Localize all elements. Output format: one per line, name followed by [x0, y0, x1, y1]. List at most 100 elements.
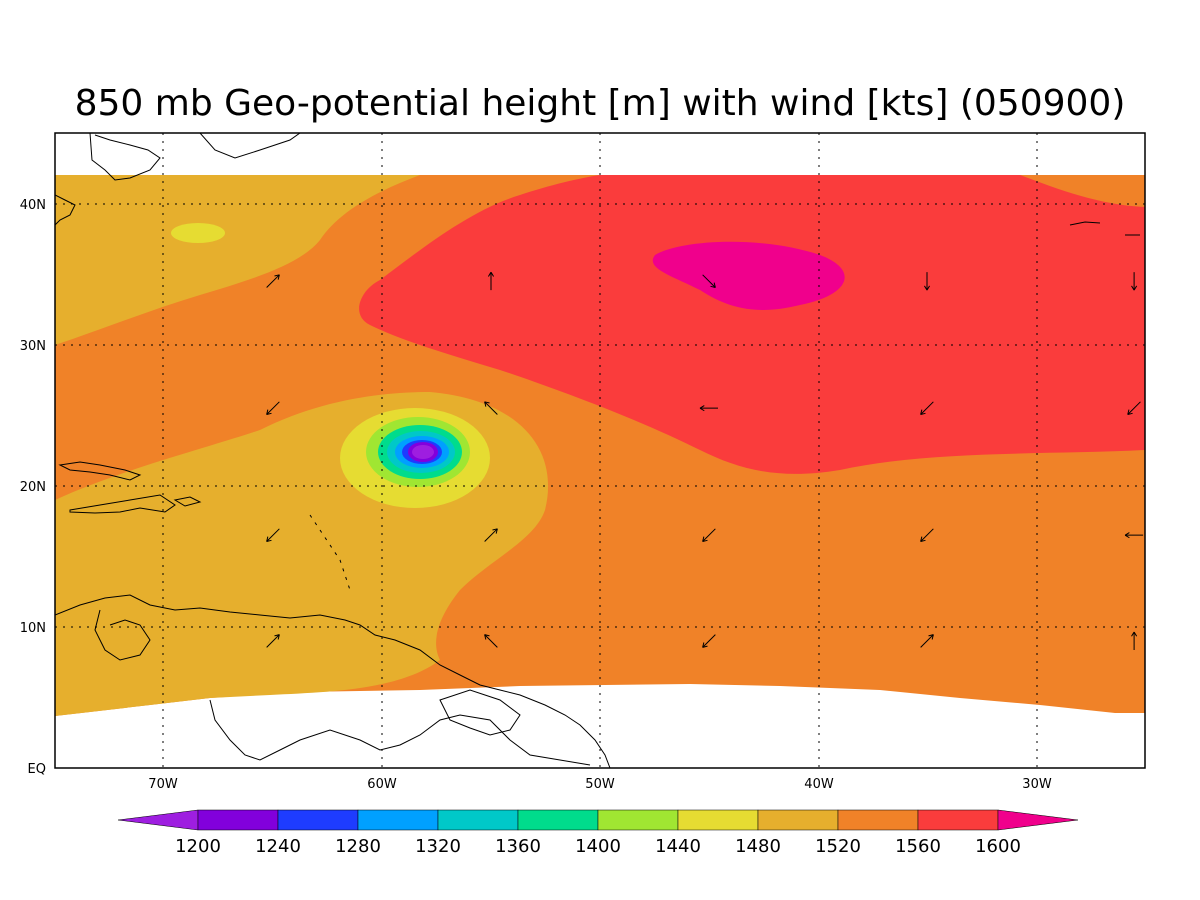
colorbar-swatch	[277, 809, 359, 831]
wind-arrow	[484, 528, 498, 542]
colorbar-swatch	[357, 809, 439, 831]
wind-arrow	[702, 528, 716, 543]
wind-arrow-shaft	[920, 634, 934, 648]
wind-arrow-shaft	[266, 528, 280, 542]
wind-arrow-head	[923, 285, 928, 291]
wind-arrow-head	[920, 409, 923, 415]
colorbar-swatch	[197, 809, 279, 831]
wind-arrow-head	[713, 282, 716, 288]
coastline-lesser-antilles	[309, 514, 351, 591]
wind-arrow-head	[1131, 631, 1135, 637]
colorbar-swatch	[597, 809, 679, 831]
wind-arrow-head	[710, 285, 716, 289]
wind-arrow-head	[699, 405, 705, 409]
wind-arrow	[920, 528, 934, 543]
wind-arrow-head	[492, 528, 498, 531]
coastline-south-america-north	[55, 594, 611, 768]
lat-tick-label: 30N	[20, 339, 46, 354]
colorbar-label: 1480	[735, 836, 781, 857]
wind-arrow	[266, 528, 280, 543]
wind-arrow	[266, 274, 280, 288]
wind-arrow-shaft	[702, 528, 716, 542]
wind-arrow-head	[920, 536, 923, 542]
colorbar-label: 1280	[335, 836, 381, 857]
wind-arrow	[266, 401, 280, 416]
wind-arrow	[920, 401, 934, 416]
wind-arrow	[702, 634, 716, 648]
wind-arrow	[923, 272, 931, 291]
wind-arrow-shaft	[1127, 401, 1141, 415]
wind-arrow-head	[928, 634, 934, 637]
wind-arrow-shaft	[702, 634, 716, 648]
colorbar-swatch	[437, 809, 519, 831]
wind-arrow-shaft	[702, 274, 716, 288]
height-band-1200	[412, 445, 434, 459]
wind-arrow-head	[931, 634, 934, 640]
wind-arrow-head	[699, 407, 705, 412]
wind-arrow-head	[702, 645, 708, 648]
colorbar-swatch-below-min	[117, 809, 199, 831]
coastline-canada	[199, 133, 301, 159]
coastline-azores	[1069, 221, 1101, 226]
map-plot: 70W 60W 50W 40W 30W EQ 10N 20N 30N 40N	[20, 132, 1146, 792]
wind-arrow	[1124, 532, 1144, 539]
colorbar-label: 1200	[175, 836, 221, 857]
colorbar: 1200 1240 1280 1320 1360 1400 1440 1480 1520 1560…	[117, 809, 1079, 857]
colorbar-swatch	[517, 809, 599, 831]
coastline-interior-rivers	[209, 699, 591, 766]
lat-tick-label: 10N	[20, 621, 46, 636]
wind-arrow-head	[1133, 631, 1138, 637]
wind-arrow-head	[1131, 285, 1135, 291]
colorbar-swatch-above-max	[997, 809, 1079, 831]
lon-tick-label: 60W	[367, 777, 397, 792]
height-band-1600	[359, 175, 1145, 474]
wind-arrow	[702, 274, 716, 289]
coastline-venezuela-gulf	[94, 609, 151, 661]
wind-arrow-head	[484, 401, 490, 404]
colorbar-swatch	[757, 809, 839, 831]
wind-arrow-head	[266, 409, 269, 415]
wind-arrow	[1127, 401, 1141, 416]
lat-tick-label: 40N	[20, 198, 46, 213]
colorbar-labels: 1200 1240 1280 1320 1360 1400 1440 1480 1520 1560…	[175, 836, 1021, 857]
chart-title: 850 mb Geo-potential height [m] with win…	[75, 83, 1126, 124]
wind-arrow-head	[920, 539, 926, 543]
wind-arrow-head	[1124, 532, 1130, 536]
lon-tick-label: 70W	[148, 777, 178, 792]
lat-tick-label: 20N	[20, 480, 46, 495]
coastline-hispaniola	[69, 494, 176, 514]
coastline-east-us	[55, 194, 76, 226]
wind-arrow-head	[274, 274, 280, 277]
wind-arrow-shaft	[266, 274, 280, 288]
wind-arrow-head	[484, 634, 490, 637]
wind-arrow-head	[702, 539, 708, 543]
wind-arrow-head	[277, 274, 280, 280]
wind-arrow-head	[484, 634, 487, 640]
lon-tick-labels: 70W 60W 50W 40W 30W	[148, 777, 1052, 792]
wind-arrow-head	[495, 528, 498, 534]
colorbar-swatch	[917, 809, 999, 831]
lat-tick-label: EQ	[28, 762, 46, 777]
wind-arrow-head	[487, 271, 492, 277]
wind-arrow-head	[926, 285, 931, 291]
wind-vectors	[266, 271, 1144, 650]
lon-tick-label: 40W	[804, 777, 834, 792]
wind-arrow	[920, 634, 934, 648]
colorbar-label: 1560	[895, 836, 941, 857]
wind-arrow	[484, 634, 498, 648]
wind-arrow-head	[920, 412, 926, 416]
wind-arrow-head	[490, 271, 495, 277]
wind-arrow-head	[266, 412, 272, 416]
wind-arrow-shaft	[266, 634, 280, 648]
lat-tick-labels: EQ 10N 20N 30N 40N	[20, 198, 46, 777]
coastline-guianas	[439, 689, 521, 736]
wind-arrow	[699, 405, 718, 412]
wind-arrow-head	[1127, 412, 1133, 416]
wind-arrow	[1131, 631, 1138, 650]
wind-arrow-head	[277, 634, 280, 640]
wind-arrow-shaft	[484, 634, 498, 648]
wind-arrow	[484, 401, 498, 415]
wind-arrow-shaft	[266, 401, 280, 415]
wind-arrow-head	[702, 642, 705, 648]
colorbar-swatch	[837, 809, 919, 831]
